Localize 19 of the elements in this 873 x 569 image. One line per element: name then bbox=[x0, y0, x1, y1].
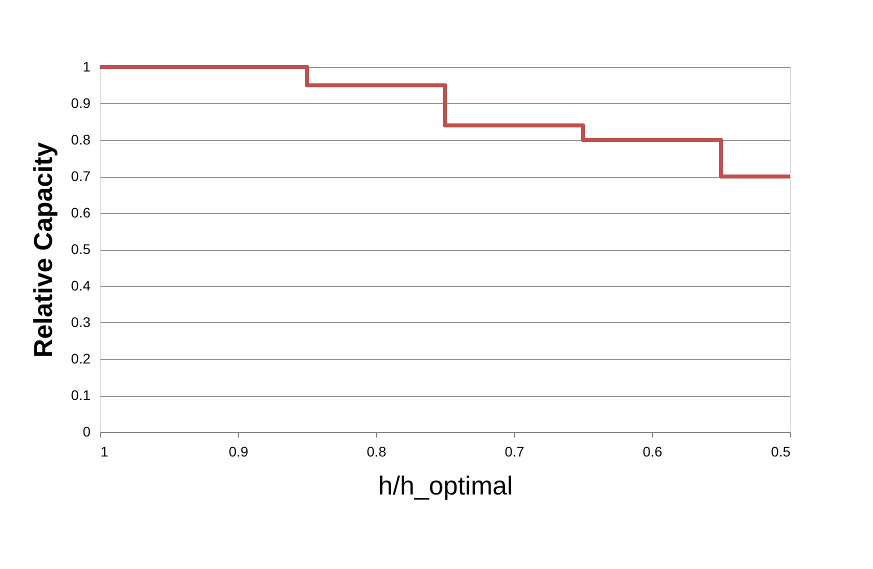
y-tick-label: 0.7 bbox=[71, 168, 91, 184]
y-tick-label: 0.4 bbox=[71, 278, 91, 294]
x-tick-label: 0.7 bbox=[504, 444, 524, 460]
y-tick-label: 0.9 bbox=[71, 95, 91, 111]
y-tick-label: 0.3 bbox=[71, 314, 91, 330]
x-tick-label: 0.6 bbox=[642, 444, 662, 460]
y-axis-title: Relative Capacity bbox=[28, 142, 58, 358]
y-tick-label: 0.8 bbox=[71, 132, 91, 148]
x-tick-label: 1 bbox=[100, 444, 108, 460]
y-tick-label: 0.6 bbox=[71, 204, 91, 220]
y-tick-label: 0.2 bbox=[71, 350, 91, 366]
x-tick-label: 0.9 bbox=[228, 444, 248, 460]
y-tick-label: 1 bbox=[82, 58, 91, 74]
y-tick-label: 0.5 bbox=[71, 241, 91, 257]
x-tick-label: 0.5 bbox=[771, 444, 791, 460]
x-axis-title: h/h_optimal bbox=[378, 470, 513, 500]
y-tick-label: 0 bbox=[82, 424, 91, 440]
x-tick-label: 0.8 bbox=[366, 444, 386, 460]
y-tick-label: 0.1 bbox=[71, 387, 91, 403]
